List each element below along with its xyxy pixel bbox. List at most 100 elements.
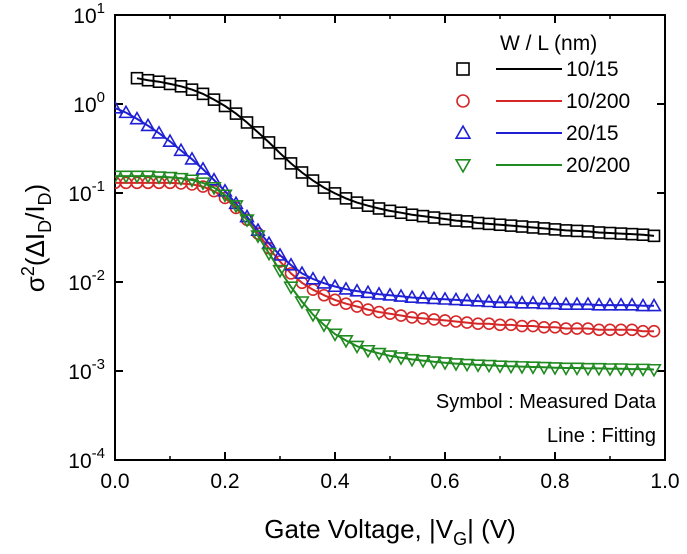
data-point (437, 357, 453, 371)
data-point (470, 359, 486, 373)
data-point (283, 281, 299, 295)
data-point (547, 295, 563, 310)
data-point (415, 355, 431, 369)
data-point (426, 290, 442, 305)
x-axis-ticks: 0.0 0.2 0.4 0.6 0.8 1.0 (100, 15, 680, 493)
data-point (229, 107, 243, 120)
data-point (295, 166, 309, 179)
data-point (514, 295, 530, 309)
y-axis-title-sup: 2 (18, 266, 38, 276)
data-point (217, 189, 233, 203)
x-axis-title: Gate Voltage, |VG| (V) (264, 514, 516, 549)
data-point (284, 267, 298, 280)
data-point (250, 230, 266, 244)
y-tick-base: 10 (73, 94, 96, 117)
data-point (228, 200, 244, 214)
data-point (115, 100, 123, 114)
data-point (647, 229, 661, 243)
fit-line (115, 107, 654, 307)
data-point (481, 293, 497, 308)
data-point (525, 361, 541, 375)
y-tick-base: 10 (68, 272, 91, 295)
y-tick-label: 10-2 (68, 267, 105, 295)
data-point (481, 359, 497, 374)
annotation-line: Line : Fitting (547, 425, 656, 447)
data-point (404, 353, 420, 368)
data-point (635, 297, 651, 312)
x-tick-label: 0.2 (210, 470, 239, 493)
data-point (305, 309, 321, 323)
data-point (624, 363, 640, 378)
data-point (646, 363, 662, 378)
data-point (514, 361, 530, 375)
data-point (382, 287, 398, 301)
data-point (415, 290, 431, 304)
data-point (173, 142, 189, 157)
y-tick-label: 100 (73, 89, 105, 117)
y-tick-base: 10 (73, 5, 96, 28)
x-tick-label: 0.0 (100, 470, 129, 493)
x-tick-label: 1.0 (650, 470, 679, 493)
data-point (327, 278, 343, 293)
data-point (558, 362, 574, 376)
data-point (283, 257, 299, 271)
data-point (635, 363, 651, 378)
legend-marker (454, 159, 472, 174)
data-point (115, 170, 123, 184)
data-point (316, 275, 332, 289)
data-point (382, 350, 398, 364)
annotation-symbol: Symbol : Measured Data (436, 391, 657, 413)
data-point (261, 247, 277, 262)
data-point (492, 360, 508, 374)
data-point (602, 297, 618, 311)
data-point (262, 136, 276, 149)
data-point (448, 358, 464, 372)
data-point (273, 146, 287, 160)
legend-label: 10/15 (566, 58, 619, 81)
data-point (129, 170, 145, 184)
data-point (140, 117, 156, 132)
data-point (129, 110, 145, 125)
y-tick-label: 10-3 (68, 356, 105, 384)
data-point (404, 289, 420, 304)
data-point (569, 362, 585, 376)
series-layer (115, 71, 662, 378)
data-point (206, 182, 222, 196)
data-point (536, 361, 552, 376)
y-tick-base: 10 (68, 361, 91, 384)
data-point (173, 172, 189, 187)
y-axis-title-sub1: D (35, 220, 55, 233)
y-axis-title-sigma: σ (20, 276, 50, 292)
data-point (558, 296, 574, 310)
y-tick-label: 10-4 (68, 445, 105, 473)
data-point (284, 157, 298, 170)
data-point (580, 362, 596, 377)
series-1 (130, 71, 661, 243)
x-axis-title-main: Gate Voltage, |V (264, 514, 454, 544)
data-point (503, 294, 519, 308)
x-tick-label: 0.6 (430, 470, 459, 493)
data-point (328, 293, 342, 307)
fit-line (115, 175, 655, 371)
data-point (437, 291, 453, 305)
data-point (195, 177, 211, 191)
data-point (184, 151, 200, 165)
data-point (338, 281, 354, 295)
data-point (536, 295, 552, 310)
data-point (239, 214, 255, 228)
data-point (195, 161, 211, 175)
data-point (162, 171, 178, 186)
legend-marker (456, 62, 470, 76)
data-point (624, 297, 640, 311)
data-point (206, 172, 222, 186)
x-axis-title-sub: G (453, 529, 467, 549)
data-point (525, 295, 541, 309)
data-point (196, 180, 210, 193)
data-point (151, 125, 167, 139)
data-point (251, 126, 265, 139)
y-tick-exp: 0 (97, 89, 105, 106)
data-point (503, 360, 519, 375)
data-point (272, 247, 288, 261)
